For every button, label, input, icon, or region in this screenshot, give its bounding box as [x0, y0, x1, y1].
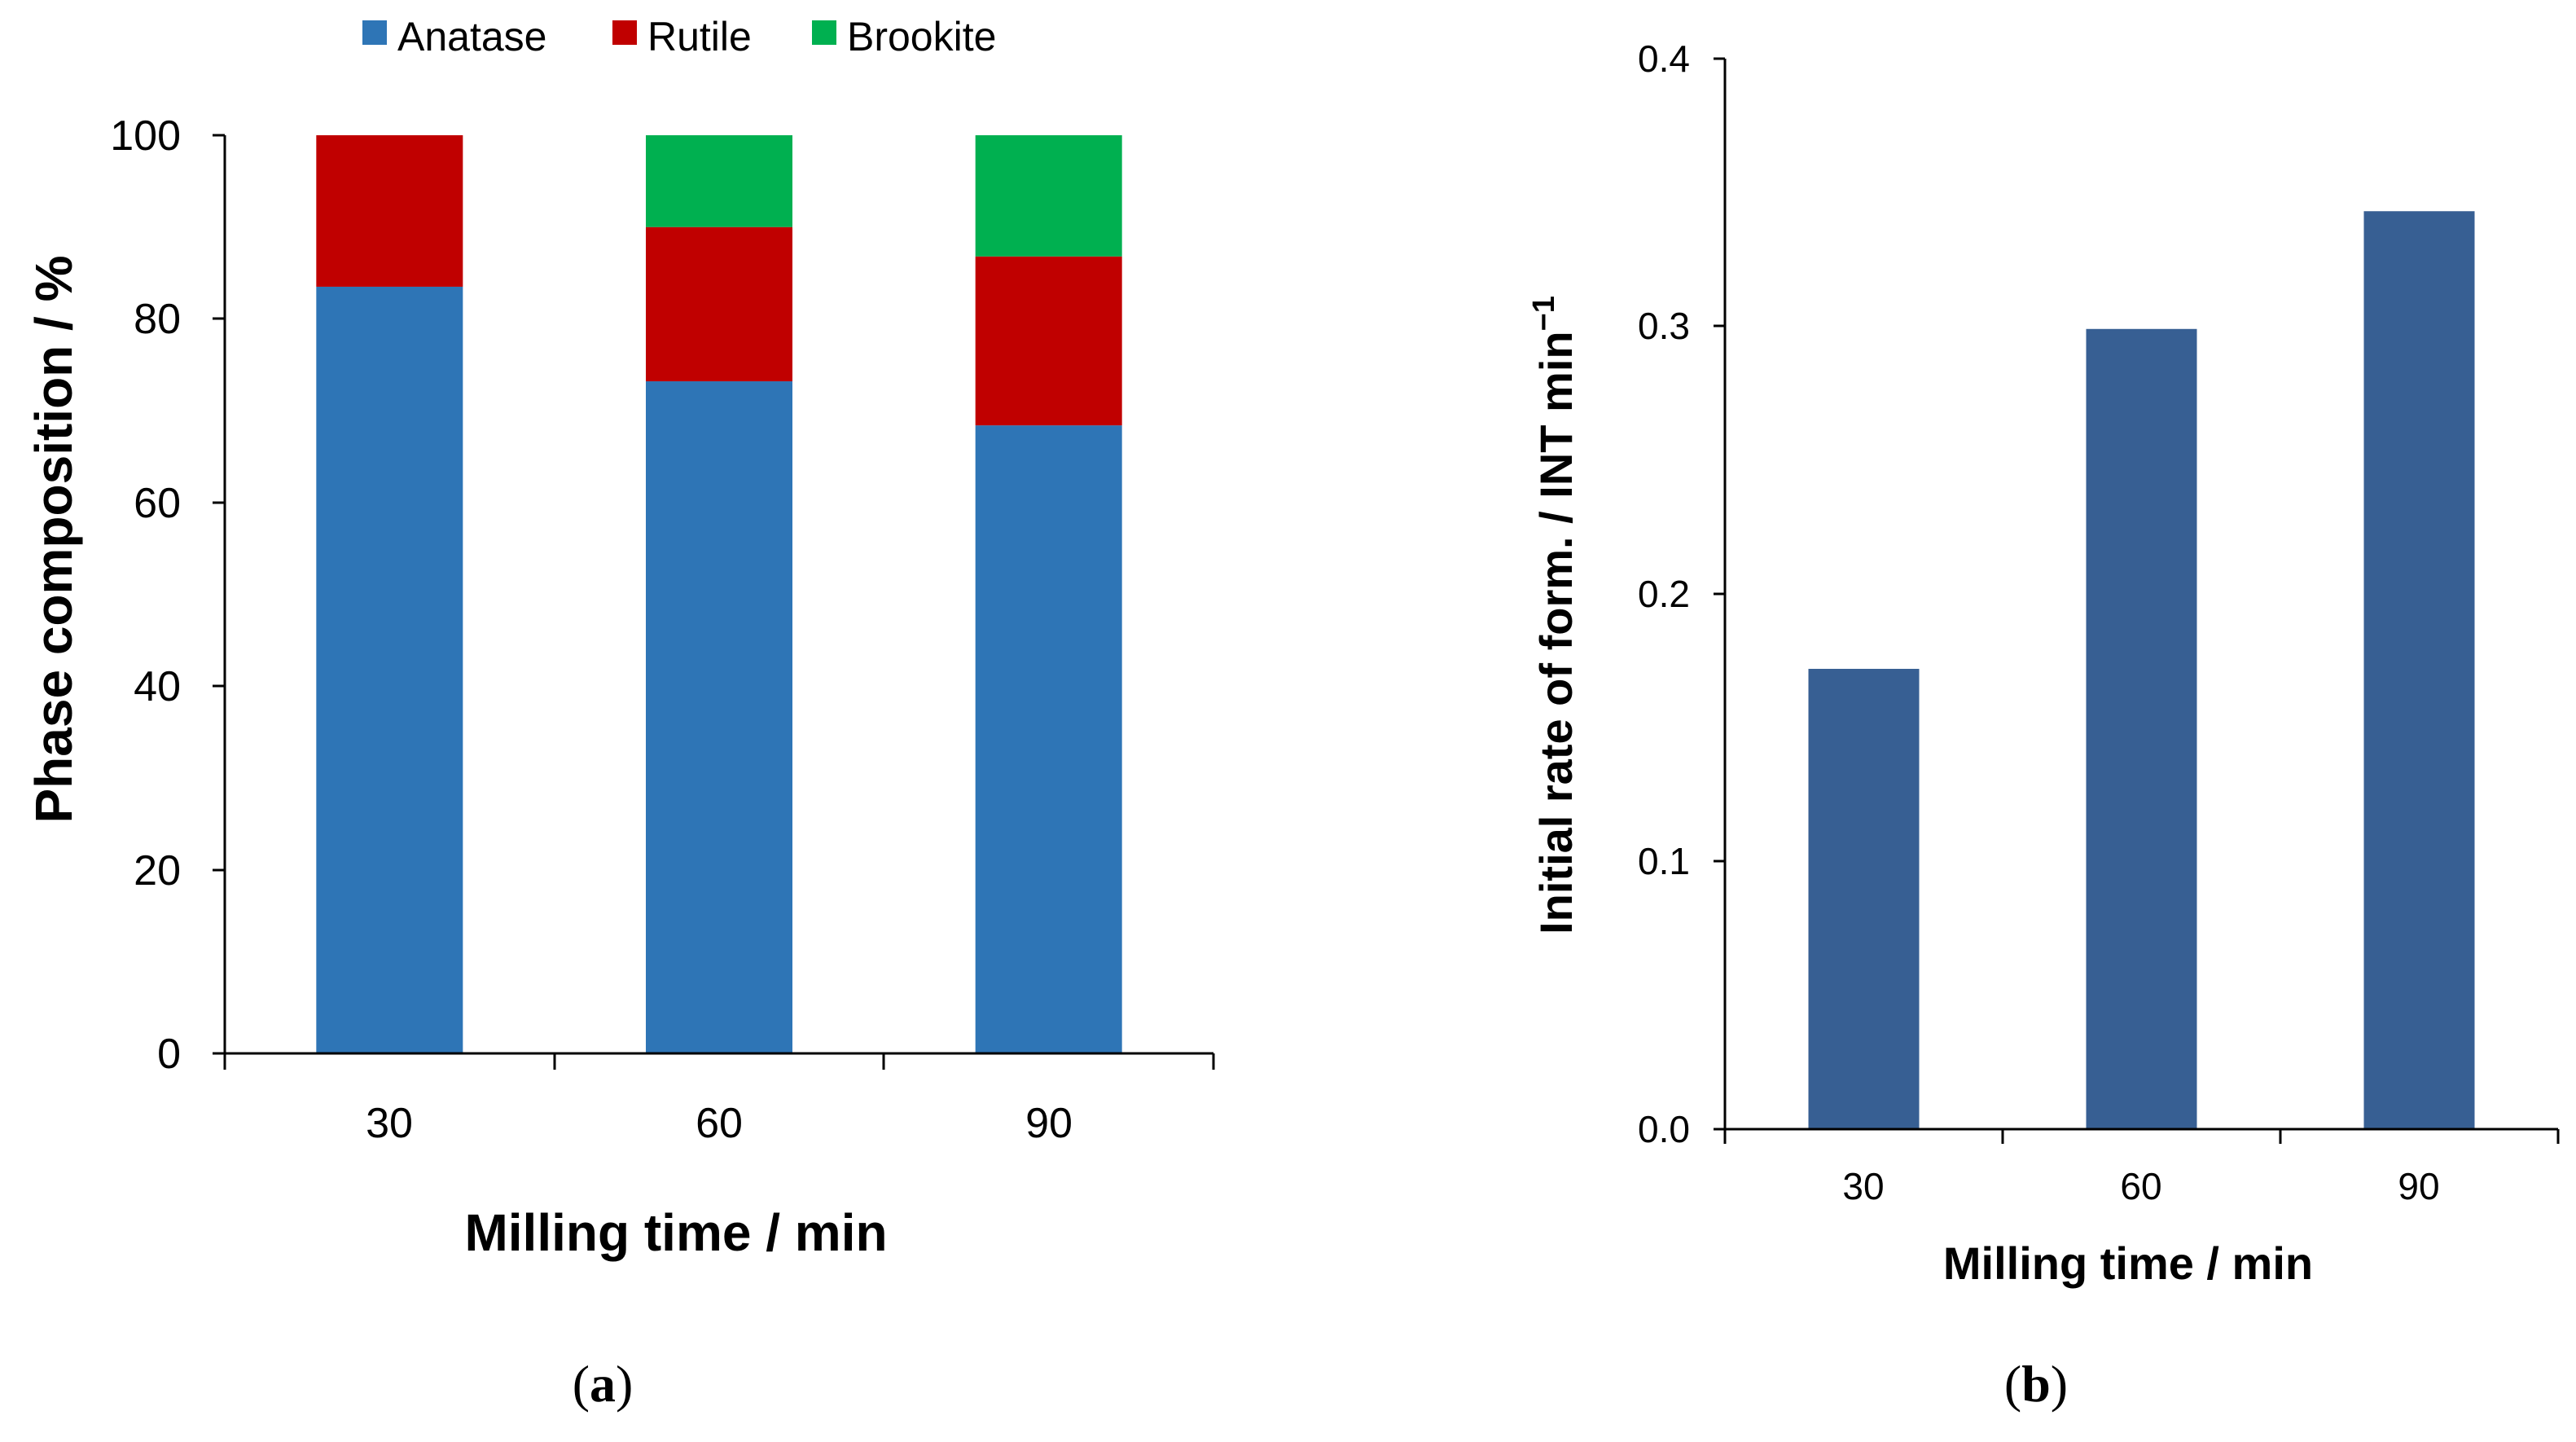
y-axis-title-a: Phase composition / %: [24, 255, 83, 823]
panel-label-a-close: ): [616, 1355, 633, 1413]
x-ticks-a: 30 60 90: [223, 1053, 1215, 1147]
bar-segment-rutile-90: [975, 256, 1122, 426]
x-ticks-b: 30 60 90: [1723, 1129, 2560, 1207]
panel-label-a-open: (: [573, 1355, 590, 1413]
y-axis-title-b: Initial rate of form. / INT min−1: [1527, 296, 1582, 934]
y-tick-label-a: 100: [110, 112, 181, 160]
bar-segment-brookite-90: [975, 135, 1122, 257]
x-axis-title-b: Milling time / min: [1943, 1238, 2313, 1289]
bar-segment-anatase-30: [316, 286, 463, 1054]
legend-label-brookite: Brookite: [847, 14, 996, 59]
legend-a: Anatase Rutile Brookite: [362, 14, 996, 59]
legend-swatch-anatase: [362, 20, 387, 45]
y-ticks-a: 0 20 40 60 80 100: [110, 112, 225, 1078]
y-tick-label-a: 0: [157, 1031, 181, 1078]
y-tick-label-b: 0.1: [1638, 840, 1690, 882]
y-axis-title-b-main: Initial rate of form. / INT min: [1530, 331, 1582, 934]
panel-label-b-close: ): [2051, 1355, 2068, 1413]
legend-item-anatase: Anatase: [362, 14, 546, 59]
legend-swatch-brookite: [812, 20, 836, 45]
panel-label-b: (b): [2004, 1355, 2068, 1413]
x-tick-label-b: 90: [2398, 1165, 2439, 1207]
x-tick-label-a: 60: [696, 1100, 743, 1147]
legend-item-brookite: Brookite: [812, 14, 996, 59]
y-tick-label-a: 80: [134, 296, 181, 343]
x-tick-label-a: 30: [366, 1100, 413, 1147]
y-axis-title-b-superscript: −1: [1527, 296, 1561, 331]
y-tick-label-b: 0.3: [1638, 305, 1690, 347]
svg-text:(b): (b): [2004, 1355, 2068, 1413]
panel-label-a-letter: a: [590, 1355, 616, 1413]
y-tick-label-b: 0.0: [1638, 1108, 1690, 1150]
y-tick-label-a: 20: [134, 847, 181, 895]
x-axis-title-a: Milling time / min: [464, 1203, 887, 1262]
bars-a: [316, 135, 1122, 1054]
y-tick-label-a: 60: [134, 480, 181, 527]
legend-label-rutile: Rutile: [647, 14, 752, 59]
bar-segment-brookite-60: [646, 135, 792, 227]
bar-rate-90: [2363, 211, 2475, 1129]
bars-b: [1808, 211, 2475, 1129]
panel-a-stacked-bar-chart: Anatase Rutile Brookite 0 20 40: [24, 14, 1215, 1413]
x-tick-label-b: 60: [2120, 1165, 2161, 1207]
y-tick-label-b: 0.2: [1638, 573, 1690, 615]
bar-rate-30: [1808, 668, 1920, 1129]
svg-text:(a): (a): [573, 1355, 634, 1413]
panel-label-b-letter: b: [2021, 1355, 2051, 1413]
bar-segment-anatase-90: [975, 425, 1122, 1053]
panel-b-bar-chart: 0.0 0.1 0.2 0.3 0.4 30 60 90 Initial rat…: [1527, 37, 2560, 1413]
bar-segment-anatase-60: [646, 381, 792, 1053]
legend-swatch-rutile: [612, 20, 637, 45]
bar-rate-60: [2086, 328, 2197, 1129]
panel-label-b-open: (: [2004, 1355, 2021, 1413]
legend-label-anatase: Anatase: [397, 14, 546, 59]
bar-segment-rutile-30: [316, 135, 463, 287]
panel-label-a: (a): [573, 1355, 634, 1413]
bar-segment-rutile-60: [646, 226, 792, 382]
legend-item-rutile: Rutile: [612, 14, 752, 59]
x-tick-label-a: 90: [1025, 1100, 1073, 1147]
y-tick-label-a: 40: [134, 663, 181, 710]
y-tick-label-b: 0.4: [1638, 37, 1690, 80]
x-tick-label-b: 30: [1842, 1165, 1884, 1207]
y-ticks-b: 0.0 0.1 0.2 0.3 0.4: [1638, 37, 1725, 1150]
